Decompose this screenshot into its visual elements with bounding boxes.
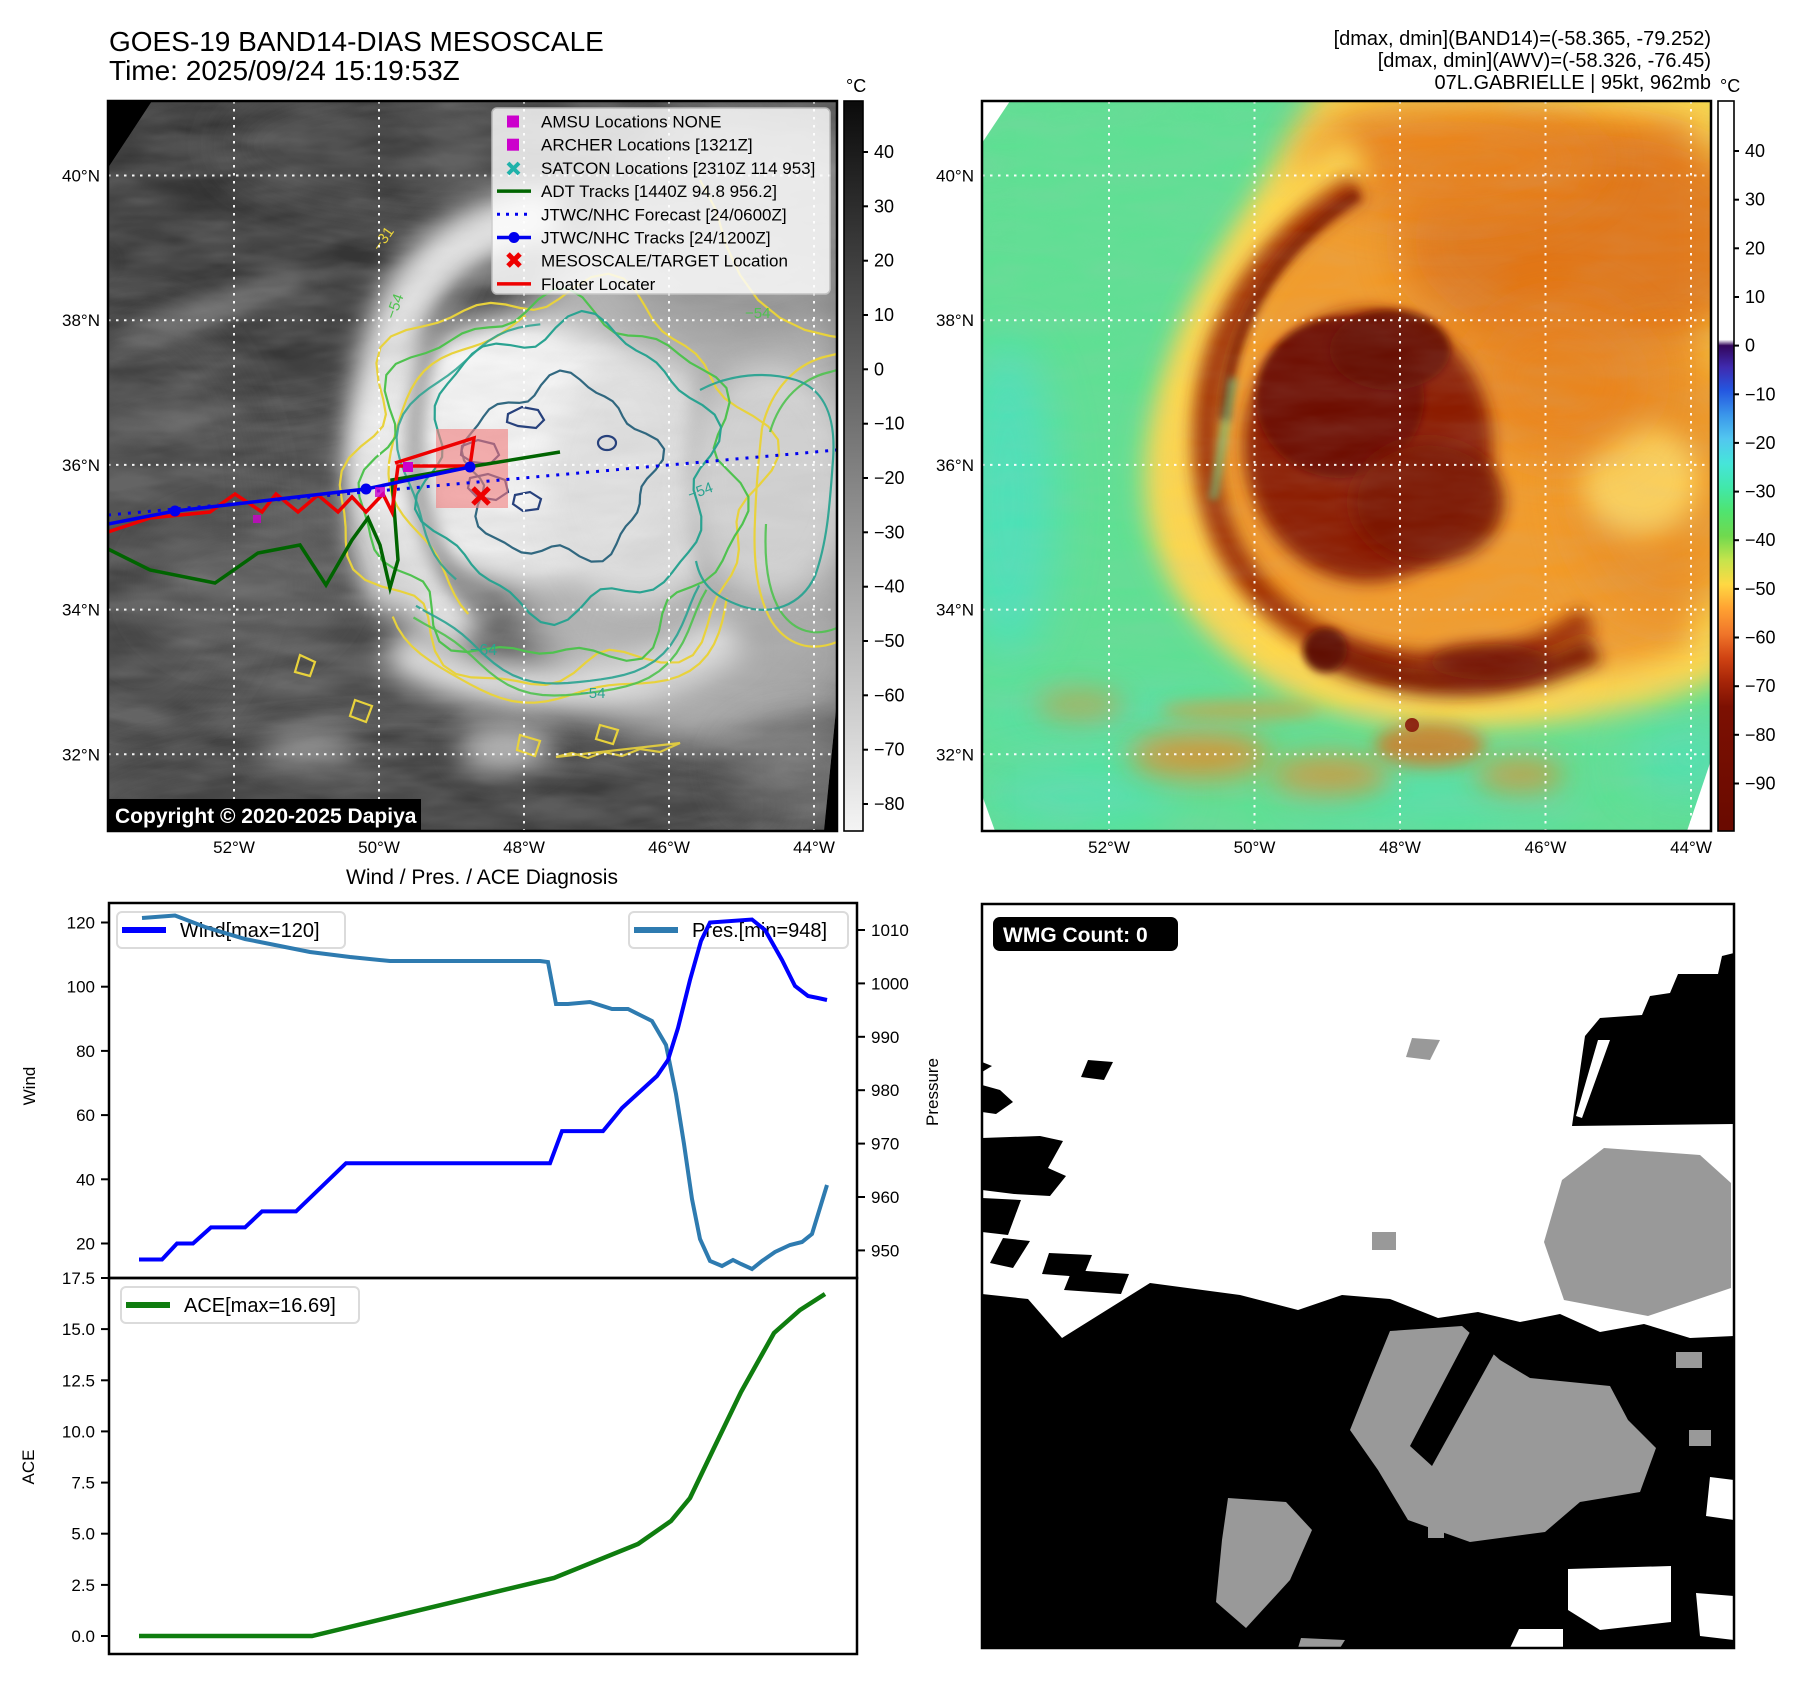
svg-text:Copyright © 2020-2025 Dapiya: Copyright © 2020-2025 Dapiya — [115, 805, 417, 828]
svg-text:32°N: 32°N — [936, 745, 974, 764]
svg-text:36°N: 36°N — [936, 456, 974, 475]
svg-text:[dmax, dmin](AWV)=(-58.326, -7: [dmax, dmin](AWV)=(-58.326, -76.45) — [1378, 50, 1711, 72]
svg-text:1000: 1000 — [871, 974, 909, 993]
svg-text:Time: 2025/09/24 15:19:53Z: Time: 2025/09/24 15:19:53Z — [109, 55, 460, 86]
svg-text:38°N: 38°N — [936, 311, 974, 330]
svg-text:SATCON Locations [2310Z 114 95: SATCON Locations [2310Z 114 953] — [541, 159, 815, 178]
svg-text:970: 970 — [871, 1135, 899, 1154]
svg-text:−40: −40 — [1745, 530, 1776, 550]
svg-text:Floater Locater: Floater Locater — [541, 275, 656, 294]
svg-text:Wind[max=120]: Wind[max=120] — [180, 920, 320, 942]
svg-text:[dmax, dmin](BAND14)=(-58.365,: [dmax, dmin](BAND14)=(-58.365, -79.252) — [1334, 28, 1711, 50]
svg-text:−20: −20 — [874, 468, 905, 488]
svg-text:ACE: ACE — [19, 1450, 38, 1485]
svg-text:ACE[max=16.69]: ACE[max=16.69] — [184, 1295, 336, 1317]
svg-text:10: 10 — [1745, 287, 1765, 307]
svg-text:−70: −70 — [1745, 676, 1776, 696]
svg-text:46°W: 46°W — [1525, 838, 1567, 857]
svg-text:JTWC/NHC Tracks [24/1200Z]: JTWC/NHC Tracks [24/1200Z] — [541, 229, 771, 248]
svg-text:38°N: 38°N — [62, 311, 100, 330]
svg-text:GOES-19 BAND14-DIAS MESOSCALE: GOES-19 BAND14-DIAS MESOSCALE — [109, 26, 604, 57]
svg-text:°C: °C — [846, 76, 866, 96]
svg-text:20: 20 — [1745, 238, 1765, 258]
svg-text:12.5: 12.5 — [62, 1371, 95, 1390]
svg-text:07L.GABRIELLE | 95kt, 962mb: 07L.GABRIELLE | 95kt, 962mb — [1435, 72, 1711, 94]
svg-text:60: 60 — [76, 1106, 95, 1125]
svg-text:−80: −80 — [874, 794, 905, 814]
svg-text:20: 20 — [874, 251, 894, 271]
svg-text:32°N: 32°N — [62, 745, 100, 764]
svg-text:0: 0 — [874, 359, 884, 379]
svg-text:−60: −60 — [1745, 628, 1776, 648]
svg-text:40: 40 — [1745, 141, 1765, 161]
svg-text:120: 120 — [67, 914, 95, 933]
svg-text:40: 40 — [874, 142, 894, 162]
svg-text:0: 0 — [1745, 336, 1755, 356]
svg-text:30: 30 — [874, 196, 894, 216]
svg-text:52°W: 52°W — [1088, 838, 1130, 857]
svg-text:40°N: 40°N — [936, 167, 974, 186]
svg-text:980: 980 — [871, 1081, 899, 1100]
svg-text:JTWC/NHC Forecast [24/0600Z]: JTWC/NHC Forecast [24/0600Z] — [541, 205, 787, 224]
svg-text:AMSU Locations NONE: AMSU Locations NONE — [541, 113, 721, 132]
svg-text:950: 950 — [871, 1241, 899, 1260]
svg-text:17.5: 17.5 — [62, 1269, 95, 1288]
svg-text:48°W: 48°W — [503, 838, 545, 857]
svg-text:10: 10 — [874, 305, 894, 325]
svg-text:44°W: 44°W — [793, 838, 835, 857]
svg-text:−70: −70 — [874, 740, 905, 760]
svg-text:MESOSCALE/TARGET Location: MESOSCALE/TARGET Location — [541, 252, 788, 271]
svg-text:1010: 1010 — [871, 921, 909, 940]
svg-text:0.0: 0.0 — [71, 1627, 95, 1646]
svg-text:2.5: 2.5 — [71, 1576, 95, 1595]
svg-text:50°W: 50°W — [1234, 838, 1276, 857]
svg-text:Wind / Pres. / ACE Diagnosis: Wind / Pres. / ACE Diagnosis — [346, 866, 618, 889]
svg-text:10.0: 10.0 — [62, 1422, 95, 1441]
svg-text:−20: −20 — [1745, 433, 1776, 453]
svg-text:100: 100 — [67, 978, 95, 997]
svg-text:50°W: 50°W — [358, 838, 400, 857]
svg-text:5.0: 5.0 — [71, 1525, 95, 1544]
svg-text:52°W: 52°W — [213, 838, 255, 857]
svg-text:−50: −50 — [1745, 579, 1776, 599]
svg-text:46°W: 46°W — [648, 838, 690, 857]
svg-text:48°W: 48°W — [1379, 838, 1421, 857]
svg-text:40°N: 40°N — [62, 167, 100, 186]
svg-text:−40: −40 — [874, 577, 905, 597]
svg-text:80: 80 — [76, 1042, 95, 1061]
svg-text:990: 990 — [871, 1028, 899, 1047]
svg-text:−50: −50 — [874, 631, 905, 651]
svg-text:Pres.[min=948]: Pres.[min=948] — [692, 920, 827, 942]
svg-text:Wind: Wind — [20, 1067, 39, 1106]
svg-text:−80: −80 — [1745, 725, 1776, 745]
svg-text:ARCHER Locations [1321Z]: ARCHER Locations [1321Z] — [541, 136, 753, 155]
svg-text:15.0: 15.0 — [62, 1320, 95, 1339]
svg-text:20: 20 — [76, 1235, 95, 1254]
svg-text:−54: −54 — [745, 305, 770, 322]
svg-text:−30: −30 — [874, 522, 905, 542]
svg-text:−10: −10 — [874, 414, 905, 434]
svg-text:−64: −64 — [470, 642, 497, 659]
svg-text:−54: −54 — [580, 685, 605, 702]
svg-text:−10: −10 — [1745, 384, 1776, 404]
svg-text:36°N: 36°N — [62, 456, 100, 475]
svg-text:−60: −60 — [874, 685, 905, 705]
svg-text:°C: °C — [1720, 76, 1740, 96]
svg-text:WMG Count: 0: WMG Count: 0 — [1003, 924, 1148, 947]
svg-text:ADT Tracks [1440Z 94.8 956.2]: ADT Tracks [1440Z 94.8 956.2] — [541, 182, 777, 201]
svg-text:−30: −30 — [1745, 482, 1776, 502]
svg-text:−90: −90 — [1745, 774, 1776, 794]
svg-text:Pressure: Pressure — [923, 1058, 942, 1126]
svg-text:44°W: 44°W — [1670, 838, 1712, 857]
svg-text:30: 30 — [1745, 190, 1765, 210]
svg-text:40: 40 — [76, 1170, 95, 1189]
svg-text:960: 960 — [871, 1188, 899, 1207]
svg-text:7.5: 7.5 — [71, 1474, 95, 1493]
svg-text:34°N: 34°N — [62, 601, 100, 620]
svg-text:34°N: 34°N — [936, 601, 974, 620]
